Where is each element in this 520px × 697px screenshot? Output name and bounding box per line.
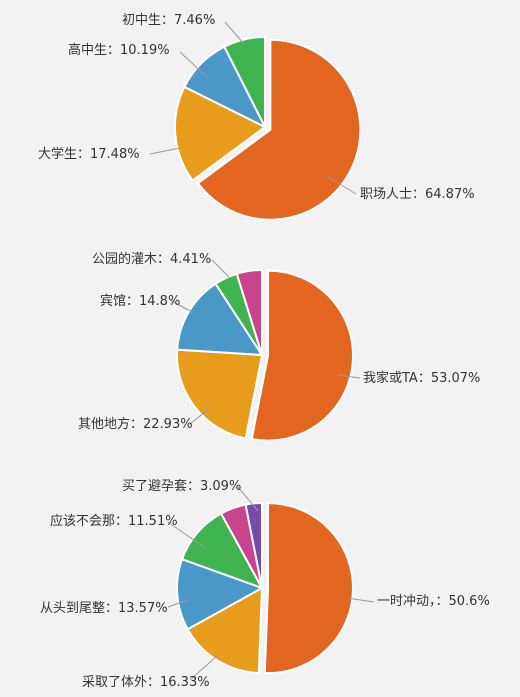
chart1-slice-2 — [174, 85, 267, 182]
chart3-slice-6-leader-line — [237, 486, 259, 512]
chart3-slice-3-label: 从头到尾整：13.57% — [40, 601, 168, 616]
chart3-slice-4-label: 应该不会那：11.51% — [50, 513, 178, 529]
chart3-slice-4 — [180, 512, 265, 590]
chart3-slice-1-leader-line — [346, 597, 375, 603]
chart1-slice-1-label: 职场人士：64.87% — [360, 187, 475, 202]
chart2-slice-2-leader-line — [189, 407, 211, 425]
chart1-slice-4 — [222, 35, 266, 128]
chart3-slice-1-label: 一时冲动，：50.6% — [377, 594, 490, 609]
chart3-slice-3-leader-line — [167, 599, 189, 608]
chart2-slice-4-label: 公园的灌木：4.41% — [92, 251, 211, 267]
chart3-slice-2 — [186, 586, 264, 674]
chart3-slice-6 — [244, 501, 263, 589]
chart2-slice-2 — [176, 348, 264, 440]
chart2-slice-1-label: 我家或TA：53.07% — [363, 370, 480, 386]
chart2-slice-3-leader-line — [169, 299, 193, 313]
chart1-slice-1 — [196, 38, 362, 221]
chart1-slice-4-leader-line — [224, 21, 245, 45]
chart1-slice-3-leader-line — [179, 51, 209, 79]
chart2-slice-1-leader-line — [337, 374, 361, 379]
chart3-slice-3 — [176, 557, 265, 631]
chart2-slice-4-leader-line — [211, 259, 231, 279]
chart2-slice-2-label: 其他地方：22.93% — [78, 416, 193, 432]
chart1-slice-4-label: 初中生：7.46% — [122, 13, 215, 28]
pie-chart-3: 一时冲动，：50.6% 采取了体外：16.33% 从头到尾整：13.57% 应该不会那… — [40, 478, 490, 690]
chart1-slice-2-label: 大学生：17.48% — [38, 146, 140, 162]
chart3-slice-2-leader-line — [189, 654, 219, 681]
chart1-slice-1-leader-line — [324, 174, 357, 195]
chart3-slice-4-leader-line — [167, 521, 206, 549]
pie-chart-2: 我家或TA：53.07% 其他地方：22.93% 宾馆：14.8% 公园的灌木：4.4… — [78, 251, 480, 442]
pie-chart-1: 职场人士：64.87% 大学生：17.48% 高中生：10.19% 初中生：7.46% — [38, 13, 475, 221]
chart1-slice-3-label: 高中生：10.19% — [68, 42, 170, 58]
chart2-slice-5 — [235, 268, 263, 356]
chart1-slice-2-leader-line — [149, 147, 181, 155]
chart2-slice-3 — [176, 282, 264, 357]
chart3-slice-2-label: 采取了体外：16.33% — [82, 675, 210, 690]
chart2-slice-3-label: 宾馆：14.8% — [100, 293, 180, 309]
chart3-slice-6-label: 买了避孕套：3.09% — [122, 478, 241, 494]
chart3-slice-1 — [263, 502, 354, 675]
chart2-slice-1 — [250, 269, 354, 442]
